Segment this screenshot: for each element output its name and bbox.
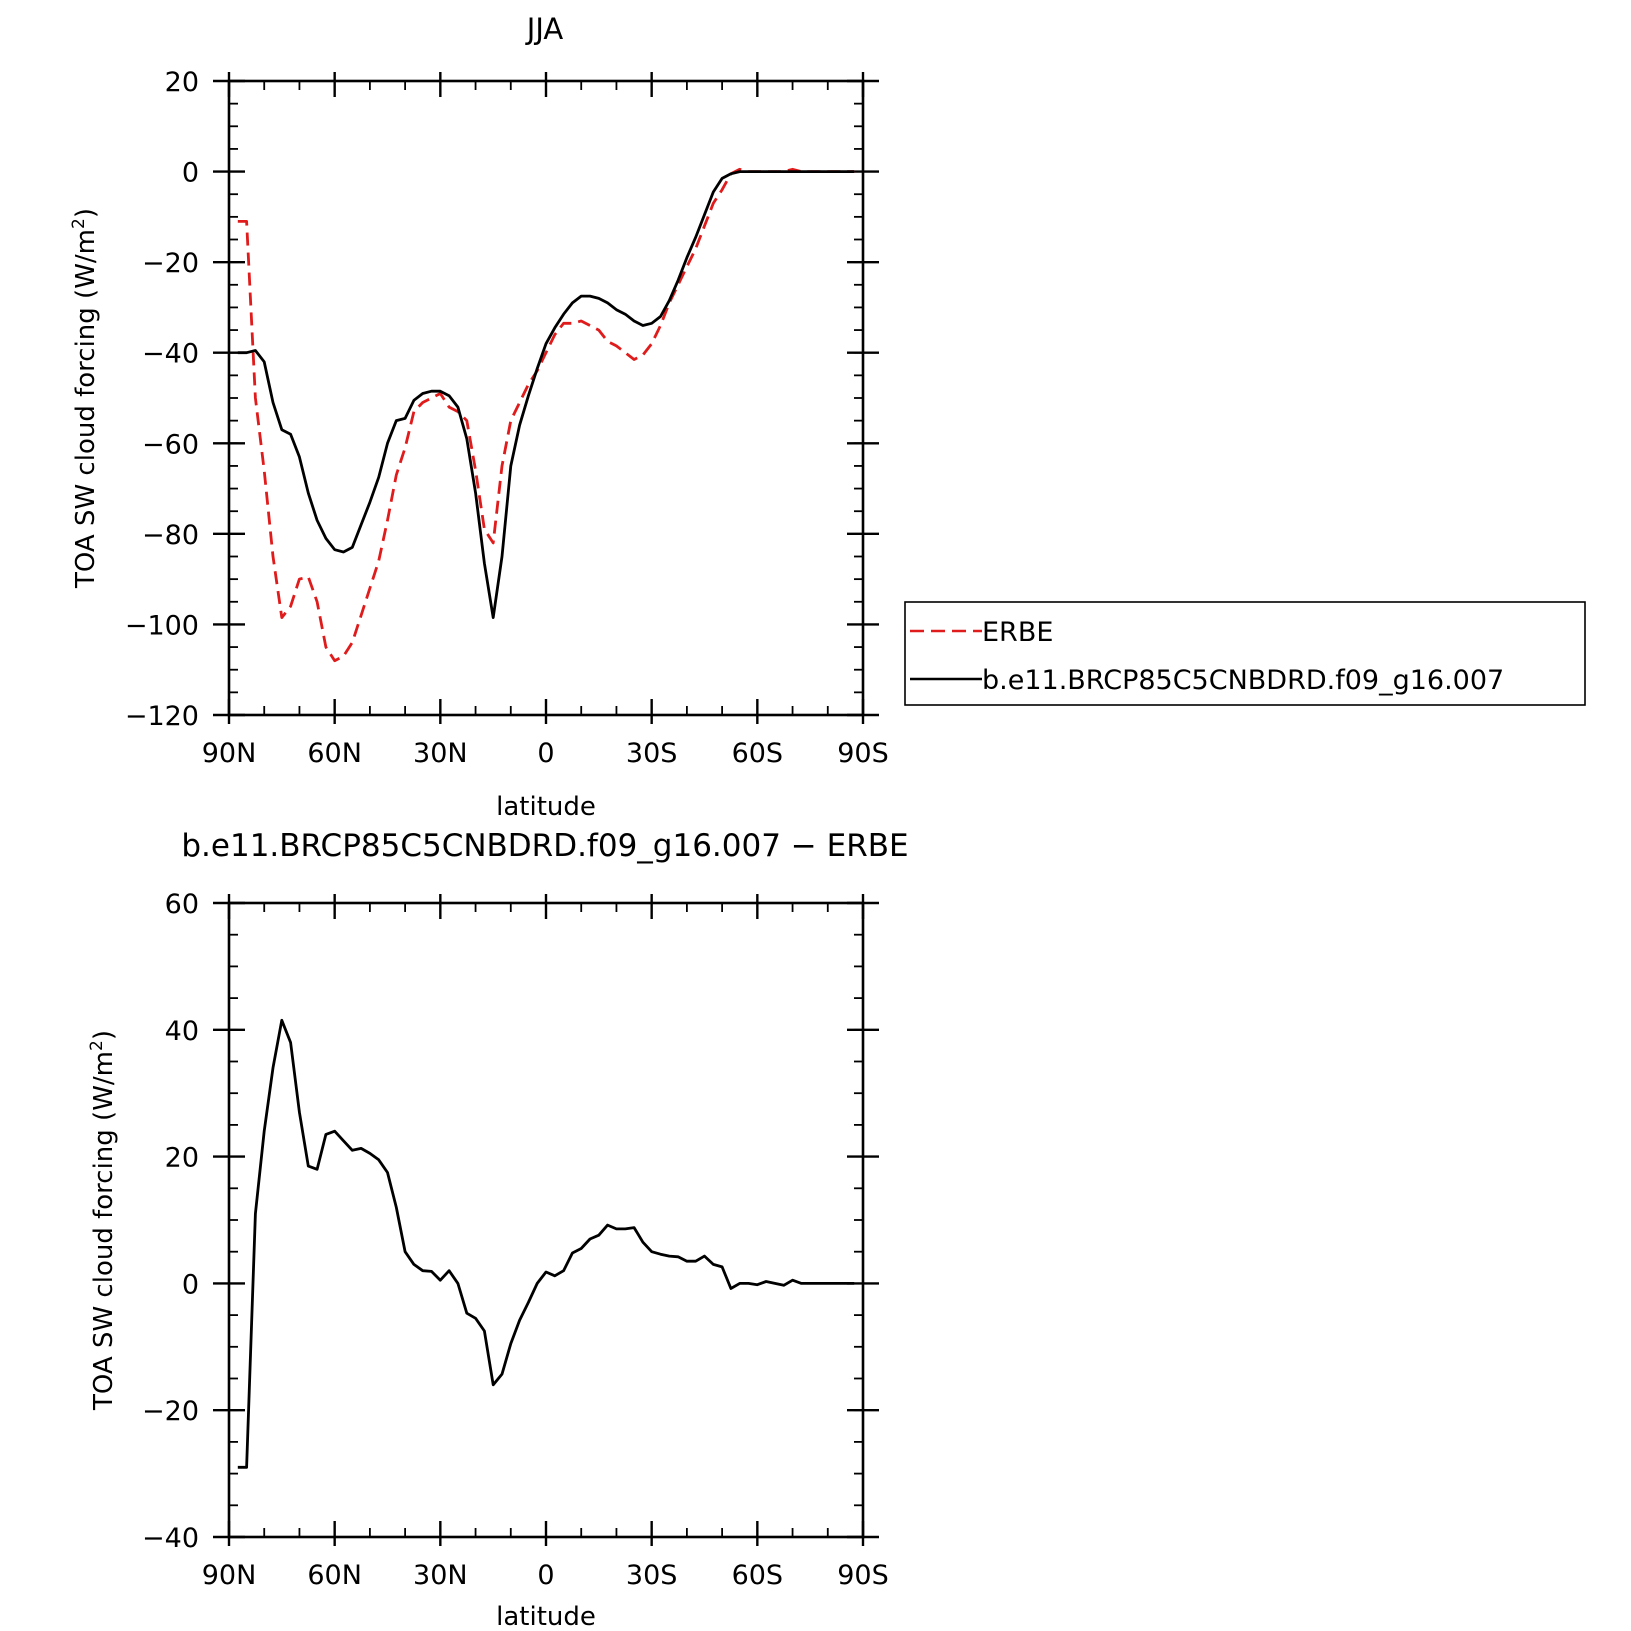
bottom-panel: b.e11.BRCP85C5CNBDRD.f09_g16.007 − ERBE … (87, 828, 909, 1631)
bottom-x-tick-label: 0 (537, 1560, 554, 1591)
top-y-tick-label: −100 (125, 610, 199, 641)
top-x-tick-label: 90N (202, 738, 257, 769)
bottom-series-lines (237, 1018, 855, 1469)
bottom-x-tick-label: 90S (837, 1560, 889, 1591)
top-ticks (213, 72, 879, 724)
top-y-tick-label: −120 (125, 701, 199, 732)
top-y-tick-label: −40 (142, 339, 199, 370)
top-series-line-model (237, 170, 855, 619)
bottom-y-tick-label: 0 (182, 1269, 199, 1300)
bottom-y-tick-label: −20 (142, 1396, 199, 1427)
bottom-y-tick-label: −40 (142, 1523, 199, 1554)
bottom-x-tick-label: 60N (307, 1560, 362, 1591)
top-series-line-erbe (237, 167, 855, 663)
bottom-tick-labels: 90N 60N 30N 0 30S 60S 90S 60 40 20 0 −20 −40 (142, 889, 889, 1591)
bottom-title: b.e11.BRCP85C5CNBDRD.f09_g16.007 − ERBE (181, 828, 908, 864)
top-x-tick-label: 30S (626, 738, 678, 769)
top-series-lines (237, 167, 855, 663)
top-x-tick-label: 30N (413, 738, 468, 769)
bottom-x-tick-label: 30S (626, 1560, 678, 1591)
top-y-axis-label: TOA SW cloud forcing (W/m2) (69, 208, 101, 589)
bottom-plot-frame (227, 901, 865, 1539)
top-x-axis-label: latitude (496, 792, 596, 822)
top-y-tick-label: −60 (142, 429, 199, 460)
top-x-tick-label: 60N (307, 738, 362, 769)
top-y-tick-label: 20 (165, 67, 199, 98)
top-title: JJA (525, 12, 564, 46)
legend-box (904, 601, 1586, 706)
legend: ERBE b.e11.BRCP85C5CNBDRD.f09_g16.007 (904, 601, 1586, 706)
bottom-series-line-difference (237, 1018, 855, 1469)
top-panel: JJA 90N 60N 30N 0 30S 60S 90S 20 0 −20 −40 −60 −80 −1… (69, 12, 889, 822)
bottom-y-tick-label: 40 (165, 1016, 199, 1047)
bottom-x-tick-label: 60S (732, 1560, 784, 1591)
bottom-x-axis-label: latitude (496, 1602, 596, 1631)
top-y-tick-label: −80 (142, 520, 199, 551)
top-x-tick-label: 90S (837, 738, 889, 769)
legend-label-model: b.e11.BRCP85C5CNBDRD.f09_g16.007 (982, 665, 1504, 696)
top-y-tick-label: 0 (182, 158, 199, 189)
bottom-y-axis-label: TOA SW cloud forcing (W/m2) (87, 1030, 119, 1411)
legend-label-erbe: ERBE (982, 617, 1053, 648)
bottom-x-tick-label: 90N (202, 1560, 257, 1591)
top-tick-labels: 90N 60N 30N 0 30S 60S 90S 20 0 −20 −40 −60 −80 −100 −1… (125, 67, 889, 769)
top-x-tick-label: 60S (732, 738, 784, 769)
bottom-y-tick-label: 60 (165, 889, 199, 920)
top-x-tick-label: 0 (537, 738, 554, 769)
bottom-x-tick-label: 30N (413, 1560, 468, 1591)
top-y-tick-label: −20 (142, 248, 199, 279)
bottom-ticks (213, 894, 879, 1546)
top-plot-frame (227, 79, 865, 717)
bottom-y-tick-label: 20 (165, 1143, 199, 1174)
